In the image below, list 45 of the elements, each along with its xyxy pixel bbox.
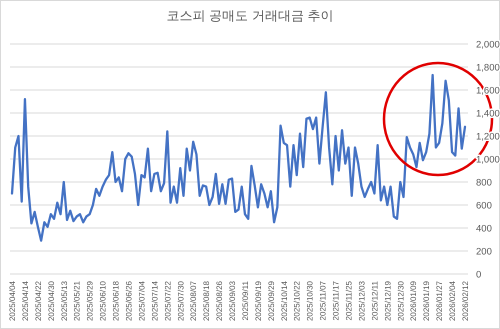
x-tick-label: 2025/05/13 bbox=[60, 280, 69, 322]
y-tick-label: 800 bbox=[476, 178, 492, 188]
x-tick-label: 2025/09/29 bbox=[266, 280, 276, 322]
x-tick-label: 2025/06/10 bbox=[98, 280, 108, 322]
x-tick-label: 2025/10/30 bbox=[306, 280, 315, 322]
x-tick-label: 2025/11/17 bbox=[332, 280, 341, 320]
y-tick-label: 600 bbox=[476, 200, 492, 212]
x-tick-label: 2025/11/07 bbox=[318, 280, 328, 320]
x-tick-label: 2025/07/30 bbox=[176, 280, 186, 322]
x-tick-label: 2025/09/11 bbox=[240, 280, 250, 320]
chart-title: 코스피 공매도 거래대금 추이 bbox=[166, 8, 334, 23]
x-tick-label: 2025/12/19 bbox=[383, 280, 392, 322]
x-tick-label: 2025/06/26 bbox=[124, 280, 134, 322]
x-tick-label: 2025/12/11 bbox=[370, 280, 380, 320]
x-tick-label: 2026/01/19 bbox=[422, 280, 432, 322]
x-tick-label: 2026/01/27 bbox=[435, 280, 444, 322]
x-tick-label: 2025/07/22 bbox=[163, 280, 172, 322]
x-tick-label: 2025/08/07 bbox=[189, 280, 198, 322]
y-tick-label: 2,000 bbox=[476, 40, 500, 50]
y-tick-label: 0 bbox=[476, 270, 482, 280]
x-tick-label: 2025/04/22 bbox=[34, 280, 43, 322]
x-tick-label: 2025/09/19 bbox=[254, 280, 263, 322]
x-tick-label: 2025/12/03 bbox=[357, 280, 366, 322]
x-tick-label: 2025/10/14 bbox=[280, 280, 289, 322]
x-tick-label: 2025/04/04 bbox=[8, 280, 17, 322]
x-tick-label: 2025/05/29 bbox=[86, 280, 95, 322]
x-tick-label: 2025/10/22 bbox=[292, 280, 302, 322]
x-tick-label: 2026/02/04 bbox=[448, 280, 458, 322]
y-tick-label: 400 bbox=[476, 224, 492, 234]
y-tick-label: 1,000 bbox=[476, 154, 500, 166]
x-tick-label: 2025/08/26 bbox=[215, 280, 224, 322]
y-tick-label: 200 bbox=[476, 246, 492, 258]
y-tick-label: 1,800 bbox=[476, 62, 500, 74]
x-tick-label: 2025/05/21 bbox=[72, 280, 82, 322]
x-tick-label: 2025/04/14 bbox=[20, 280, 30, 322]
x-tick-label: 2025/09/03 bbox=[228, 280, 238, 322]
x-tick-label: 2025/11/25 bbox=[344, 280, 354, 320]
x-tick-label: 2026/01/09 bbox=[409, 280, 418, 322]
x-tick-label: 2025/06/18 bbox=[112, 280, 121, 322]
x-tick-label: 2025/12/30 bbox=[396, 280, 406, 322]
x-tick-label: 2025/07/04 bbox=[137, 280, 146, 322]
x-tick-label: 2026/02/12 bbox=[461, 280, 470, 322]
x-tick-label: 2025/04/30 bbox=[46, 280, 56, 322]
x-tick-label: 2025/08/18 bbox=[202, 280, 212, 322]
x-tick-label: 2025/07/14 bbox=[150, 280, 160, 322]
